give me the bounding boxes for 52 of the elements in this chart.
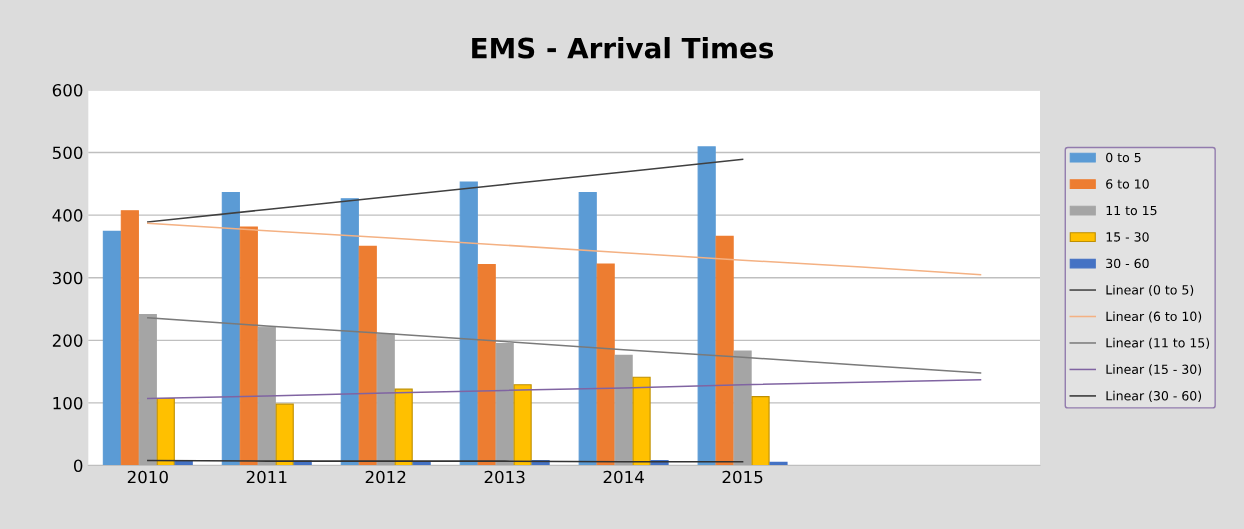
bar — [221, 192, 240, 466]
bar — [340, 198, 359, 466]
x-tick-label: 2015 — [722, 470, 763, 484]
bar — [477, 264, 496, 466]
legend-label: 6 to 10 — [1106, 179, 1149, 189]
bar — [715, 235, 734, 466]
legend-label: Linear (6 to 10) — [1106, 311, 1202, 323]
y-tick-label: 200 — [52, 334, 83, 347]
legend-label: Linear (30 - 60) — [1106, 390, 1202, 402]
x-tick-label: 2010 — [127, 470, 168, 484]
bar — [394, 388, 413, 466]
legend-label: Linear (15 - 30) — [1106, 364, 1202, 376]
bar — [102, 230, 121, 466]
chart-title: EMS - Arrival Times — [472, 37, 774, 59]
x-tick-label: 2013 — [484, 470, 525, 484]
y-tick-label: 500 — [52, 146, 83, 160]
line-series — [147, 378, 982, 400]
y-tick-label: 0 — [73, 459, 83, 473]
bar — [733, 350, 752, 466]
bar — [138, 314, 157, 466]
bar — [239, 226, 258, 466]
x-tick-label: 2011 — [246, 470, 287, 484]
y-tick-label: 400 — [52, 209, 83, 222]
y-tick-label: 600 — [52, 83, 83, 97]
legend-label: 11 to 15 — [1106, 205, 1157, 216]
x-tick-label: 2012 — [365, 470, 406, 484]
bar — [596, 263, 615, 466]
bar — [358, 245, 377, 466]
bar — [459, 181, 478, 466]
bar — [578, 192, 597, 466]
legend-label: 0 to 5 — [1106, 152, 1141, 163]
bar — [697, 146, 716, 466]
bar — [275, 403, 294, 466]
y-tick-label: 300 — [52, 271, 83, 285]
legend-label: 15 - 30 — [1106, 232, 1149, 242]
legend-label: 30 - 60 — [1106, 258, 1149, 269]
line-series — [147, 158, 744, 223]
bar — [120, 210, 139, 466]
line-series — [147, 222, 982, 276]
bar — [257, 326, 276, 466]
bar — [751, 396, 770, 466]
bar — [495, 342, 514, 466]
x-tick-label: 2014 — [603, 470, 644, 484]
bar — [513, 384, 532, 466]
legend-label: Linear (0 to 5) — [1106, 284, 1194, 297]
bar — [632, 376, 651, 466]
bar — [156, 397, 175, 466]
legend-label: Linear (11 to 15) — [1106, 337, 1210, 349]
y-tick-label: 100 — [53, 396, 83, 410]
bar — [376, 333, 395, 466]
bar — [614, 354, 633, 466]
line-series — [147, 317, 982, 374]
